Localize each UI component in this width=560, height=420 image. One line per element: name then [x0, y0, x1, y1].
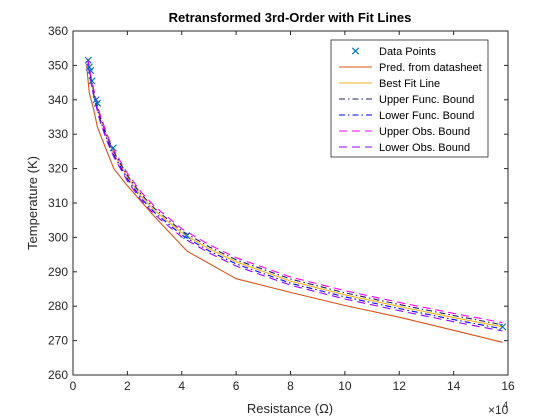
data-point-marker — [88, 77, 96, 85]
data-point-marker — [109, 144, 117, 152]
y-tick-label: 260 — [48, 368, 68, 382]
legend-label: Upper Func. Bound — [379, 94, 474, 106]
x-tick-label: 2 — [124, 379, 131, 393]
x-tick-label: 6 — [233, 379, 240, 393]
series-line-upper-func-bound — [87, 60, 503, 326]
legend-marker — [351, 47, 360, 55]
x-axis-ticks: 0 2 4 6 8 10 12 14 16 — [70, 31, 515, 393]
x-axis-exponent: ×10 4 — [488, 400, 509, 417]
y-tick-label: 270 — [48, 334, 68, 348]
legend-entry-upper-func-bound: Upper Func. Bound — [339, 94, 474, 106]
legend-label: Pred. from datasheet — [379, 62, 482, 74]
x-tick-label: 12 — [393, 379, 407, 393]
x-tick-label: 0 — [70, 379, 77, 393]
y-axis-label: Temperature (K) — [25, 156, 40, 250]
y-tick-label: 340 — [48, 93, 68, 107]
data-point-marker — [84, 56, 92, 64]
y-tick-label: 350 — [48, 58, 68, 72]
series-line-pred-from-datasheet — [86, 65, 503, 343]
legend-entry-lower-func-bound: Lower Func. Bound — [339, 110, 474, 122]
x-axis-label: Resistance (Ω) — [247, 401, 333, 416]
series-line-lower-func-bound — [87, 63, 503, 330]
x-exponent-power: 4 — [503, 400, 508, 410]
legend-label: Best Fit Line — [379, 78, 440, 90]
y-tick-label: 310 — [48, 196, 68, 210]
y-tick-label: 280 — [48, 299, 68, 313]
series-line-upper-obs-bound — [87, 58, 503, 324]
x-tick-label: 16 — [501, 379, 515, 393]
legend-entry-upper-obs-bound: Upper Obs. Bound — [339, 126, 470, 138]
legend-label: Upper Obs. Bound — [379, 126, 470, 138]
y-tick-label: 320 — [48, 162, 68, 176]
legend-entry-data-points: Data Points — [351, 46, 436, 58]
legend-entry-lower-obs-bound: Lower Obs. Bound — [339, 142, 470, 154]
x-tick-label: 8 — [287, 379, 294, 393]
x-tick-label: 10 — [338, 379, 352, 393]
legend-entry-pred-from-datasheet: Pred. from datasheet — [339, 62, 482, 74]
y-tick-label: 290 — [48, 265, 68, 279]
y-axis-ticks: 260 270 280 290 300 310 320 330 340 350 360 — [48, 24, 508, 382]
data-point-marker — [498, 323, 507, 331]
legend: Data Points Pred. from datasheet Best Fit … — [330, 39, 489, 158]
x-exponent-base: ×10 — [488, 403, 509, 417]
legend-label: Lower Func. Bound — [379, 110, 474, 122]
legend-entry-best-fit-line: Best Fit Line — [339, 78, 440, 90]
y-tick-label: 360 — [48, 24, 68, 38]
data-point-marker — [87, 66, 95, 75]
y-tick-label: 330 — [48, 127, 68, 141]
data-point-marker — [183, 232, 191, 240]
y-tick-label: 300 — [48, 230, 68, 244]
x-tick-label: 4 — [178, 379, 185, 393]
x-tick-label: 14 — [447, 379, 461, 393]
series-layer — [84, 56, 507, 343]
chart-title: Retransformed 3rd-Order with Fit Lines — [169, 10, 412, 25]
series-line-best-fit-line — [87, 61, 503, 328]
data-point-marker — [93, 99, 102, 107]
legend-label: Lower Obs. Bound — [379, 142, 470, 154]
legend-items: Data Points Pred. from datasheet Best Fit … — [339, 46, 482, 154]
series-line-lower-obs-bound — [87, 65, 503, 332]
legend-label: Data Points — [379, 46, 436, 58]
